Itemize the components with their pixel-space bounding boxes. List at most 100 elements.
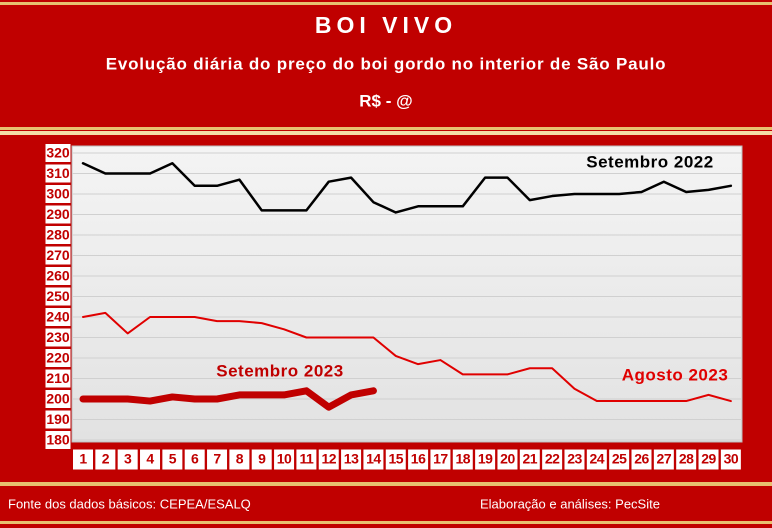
y-tick-box [44, 225, 72, 245]
series-line [82, 311, 732, 403]
y-tick-box [44, 184, 72, 204]
x-tick-box [139, 448, 162, 471]
y-tick-box [44, 409, 72, 430]
y-tick-label: 180 [46, 432, 70, 448]
stripe [0, 521, 772, 524]
y-tick-box [44, 307, 72, 327]
series-line [79, 387, 377, 411]
credit: Elaboração e análises: PecSite [480, 496, 660, 511]
x-tick-label: 25 [612, 451, 627, 467]
x-tick-label: 29 [701, 451, 716, 467]
y-tick-label: 190 [46, 411, 70, 427]
x-tick-box [518, 448, 541, 471]
y-tick-box [44, 389, 72, 409]
x-tick-label: 9 [258, 451, 266, 467]
stripe [0, 127, 772, 130]
x-tick-box [719, 448, 742, 471]
x-tick-label: 3 [124, 451, 132, 467]
x-tick-box [652, 448, 675, 471]
x-tick-label: 13 [344, 451, 359, 467]
x-tick-box [183, 448, 206, 471]
x-tick-label: 21 [523, 451, 538, 467]
x-tick-box [541, 448, 564, 471]
y-tick-label: 300 [46, 186, 70, 202]
y-tick-label: 260 [46, 268, 70, 284]
x-tick-box [206, 448, 229, 471]
y-tick-label: 230 [46, 329, 70, 345]
x-tick-label: 30 [724, 451, 739, 467]
x-tick-label: 19 [478, 451, 493, 467]
y-tick-box [44, 245, 72, 266]
x-tick-box [228, 448, 251, 471]
y-tick-label: 220 [46, 350, 70, 366]
x-tick-box [317, 448, 340, 471]
series-line [81, 162, 733, 214]
x-tick-label: 28 [679, 451, 694, 467]
source: Fonte dos dados básicos: CEPEA/ESALQ [8, 496, 251, 511]
y-tick-box [44, 348, 72, 368]
x-tick-label: 23 [567, 451, 582, 467]
chart-subtitle: Evolução diária do preço do boi gordo no… [106, 54, 667, 73]
x-tick-box [72, 448, 94, 471]
x-tick-box [697, 448, 720, 471]
x-tick-box [250, 448, 273, 471]
x-tick-label: 14 [366, 451, 381, 467]
unit-label: R$ - @ [359, 91, 412, 110]
x-tick-box [295, 448, 318, 471]
y-tick-box [44, 163, 72, 184]
x-tick-box [362, 448, 385, 471]
y-tick-label: 270 [46, 247, 70, 263]
y-tick-box [44, 204, 72, 225]
x-tick-box [608, 448, 631, 471]
x-tick-label: 27 [657, 451, 672, 467]
x-tick-box [451, 448, 474, 471]
x-tick-box [407, 448, 430, 471]
chart-title: BOI VIVO [315, 12, 457, 38]
stripe [0, 2, 772, 5]
series-label: Setembro 2023 [216, 361, 343, 380]
x-tick-box [630, 448, 653, 471]
stripe [0, 131, 772, 135]
stripe [0, 482, 772, 486]
y-tick-box [44, 368, 72, 389]
x-tick-label: 15 [388, 451, 403, 467]
x-tick-box [384, 448, 407, 471]
x-tick-label: 7 [213, 451, 221, 467]
x-tick-label: 22 [545, 451, 560, 467]
y-tick-box [44, 266, 72, 286]
x-tick-label: 16 [411, 451, 426, 467]
x-tick-label: 6 [191, 451, 199, 467]
x-tick-box [429, 448, 452, 471]
y-tick-box [44, 143, 72, 163]
x-tick-label: 11 [299, 451, 314, 467]
x-tick-label: 17 [433, 451, 448, 467]
x-tick-label: 8 [236, 451, 244, 467]
y-tick-box [44, 327, 72, 348]
y-tick-label: 290 [46, 206, 70, 222]
x-tick-label: 1 [79, 451, 87, 467]
y-tick-label: 200 [46, 391, 70, 407]
x-tick-label: 20 [500, 451, 515, 467]
x-tick-label: 2 [102, 451, 110, 467]
x-tick-label: 24 [590, 451, 605, 467]
y-tick-label: 280 [46, 227, 70, 243]
x-tick-box [585, 448, 608, 471]
x-tick-label: 5 [169, 451, 177, 467]
x-tick-box [496, 448, 519, 471]
x-tick-box [474, 448, 497, 471]
x-tick-label: 4 [146, 451, 154, 467]
x-tick-box [94, 448, 117, 471]
y-tick-label: 310 [46, 165, 70, 181]
x-tick-box [273, 448, 296, 471]
y-tick-box [44, 286, 72, 307]
x-tick-label: 18 [455, 451, 470, 467]
x-tick-box [563, 448, 586, 471]
x-tick-box [116, 448, 139, 471]
plot-area [71, 145, 743, 443]
x-tick-box [340, 448, 363, 471]
y-tick-label: 210 [46, 370, 70, 386]
y-tick-label: 240 [46, 309, 70, 325]
y-tick-label: 320 [46, 145, 70, 161]
